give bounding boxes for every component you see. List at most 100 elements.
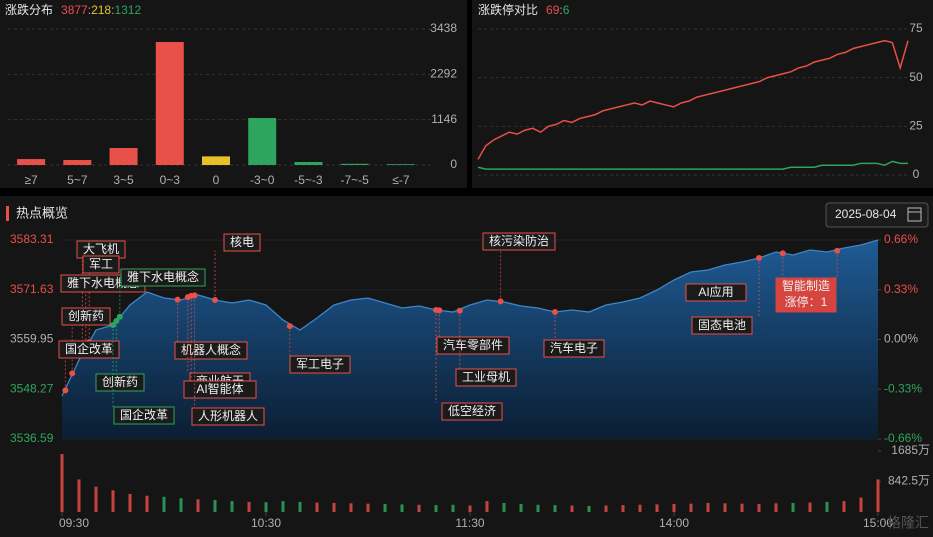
x-tick-label: -7~-5 (340, 173, 369, 187)
y-tick-label: 2292 (430, 67, 457, 81)
volume-bar (281, 501, 285, 512)
volume-bar (162, 496, 166, 512)
volume-bar (723, 503, 727, 512)
annotation-dot (212, 297, 218, 304)
x-tick-label: -3~0 (250, 173, 275, 187)
annotation-box (685, 283, 747, 302)
y-tick-label: 3536.59 (10, 431, 54, 445)
volume-bar (706, 502, 710, 512)
annotation-dot (191, 292, 198, 299)
volume-bar (519, 504, 523, 512)
annotation-box (482, 232, 556, 251)
bar (294, 161, 323, 165)
volume-bar (366, 503, 370, 512)
volume-bar (774, 503, 778, 512)
y2-tick-label: 0.33% (884, 282, 918, 296)
annotation-label: 固态电池 (698, 318, 746, 332)
annotation-box (113, 406, 175, 425)
panel (472, 0, 933, 188)
up-count: 3877 (61, 3, 88, 17)
volume-bar (468, 505, 472, 512)
annotation-note: 涨停：1 (785, 294, 828, 309)
panel-title: 热点概览 (16, 205, 68, 220)
annotation-box (289, 355, 351, 374)
x-tick-label: ≥7 (24, 173, 38, 187)
volume-bar (383, 504, 387, 512)
annotation-dot (286, 323, 293, 330)
title: 涨跌分布 (5, 2, 53, 17)
annotation-label: 创新药 (102, 374, 138, 389)
volume-bar (876, 479, 880, 512)
y2-tick-label: 0.00% (884, 332, 918, 346)
x-tick-label: 0 (213, 173, 220, 187)
volume-bar (417, 504, 421, 512)
annotation-label: 核污染防治 (489, 233, 549, 248)
volume-bar (451, 504, 455, 512)
annotation-box (775, 277, 837, 313)
volume-bar (621, 505, 625, 512)
date[interactable]: 2025-08-04 (835, 207, 897, 221)
y-tick-label: 3548.27 (10, 381, 54, 395)
bar (386, 164, 415, 165)
annotation-dot (552, 309, 558, 316)
bar (202, 156, 230, 165)
limit-up: 69 (546, 3, 560, 17)
annotation-box (691, 316, 753, 335)
volume-bar (145, 495, 149, 512)
y2-tick-label: -0.33% (884, 381, 922, 395)
y-tick-label: 3559.95 (10, 332, 54, 346)
annotation-label: 低空经济 (448, 403, 496, 418)
annotation-label: 创新药 (68, 308, 104, 323)
y-tick-label: 1146 (431, 112, 457, 126)
annotation-label: 智能制造 (782, 278, 830, 293)
y-tick-label: 0 (450, 157, 457, 171)
volume-bar (230, 501, 234, 512)
volume-bar (179, 498, 183, 512)
annotation-label: 人形机器人 (198, 409, 258, 423)
annotation-box (120, 268, 206, 287)
calendar-icon[interactable] (907, 207, 922, 222)
bar (109, 147, 138, 165)
limit-down: 6 (563, 3, 570, 17)
volume-bar (111, 490, 115, 512)
annotation-dot (834, 247, 841, 254)
y-tick-label: 0 (913, 167, 920, 181)
date-picker[interactable] (825, 202, 929, 228)
annotation-box (191, 407, 265, 426)
volume-bar (60, 454, 64, 512)
y2-tick-label: 0.66% (884, 232, 918, 246)
x-tick-label: 09:30 (59, 516, 89, 530)
y-tick-label: 75 (909, 21, 923, 35)
volume-bar (196, 499, 200, 512)
volume-bar (791, 502, 795, 512)
y2-tick-label: -0.66% (884, 431, 922, 445)
volume-bar (434, 505, 438, 512)
annotation-box (82, 255, 120, 274)
annotation-label: 国企改革 (65, 341, 113, 356)
annotation-label: 大飞机 (83, 242, 119, 256)
volume-bar (553, 505, 557, 512)
volume-bar (757, 504, 761, 512)
volume-bar (808, 502, 812, 512)
annotation-box (223, 233, 261, 252)
annotation-label: 汽车零部件 (443, 337, 503, 352)
icon (907, 207, 922, 222)
y-tick-label: 3438 (430, 21, 457, 35)
line (477, 39, 909, 160)
annotation-box (61, 307, 111, 326)
y-tick-label: 1685万 (891, 443, 930, 457)
x-tick-label: 3~5 (113, 173, 134, 187)
annotation-box (58, 340, 120, 359)
title: 涨跌停对比 (478, 2, 538, 17)
annotation-dot (110, 322, 116, 329)
volume-bar (247, 501, 251, 512)
annotation-dot (497, 298, 504, 305)
x-tick-label: 10:30 (251, 516, 281, 530)
annotation-label: 核电 (230, 235, 254, 249)
annotation-box (441, 402, 503, 421)
volume-bar (315, 502, 319, 512)
volume-bar (587, 505, 591, 512)
x-tick-label: 15:00 (863, 516, 893, 530)
annotation-label: 军工电子 (296, 357, 344, 371)
volume-bar (825, 501, 829, 512)
